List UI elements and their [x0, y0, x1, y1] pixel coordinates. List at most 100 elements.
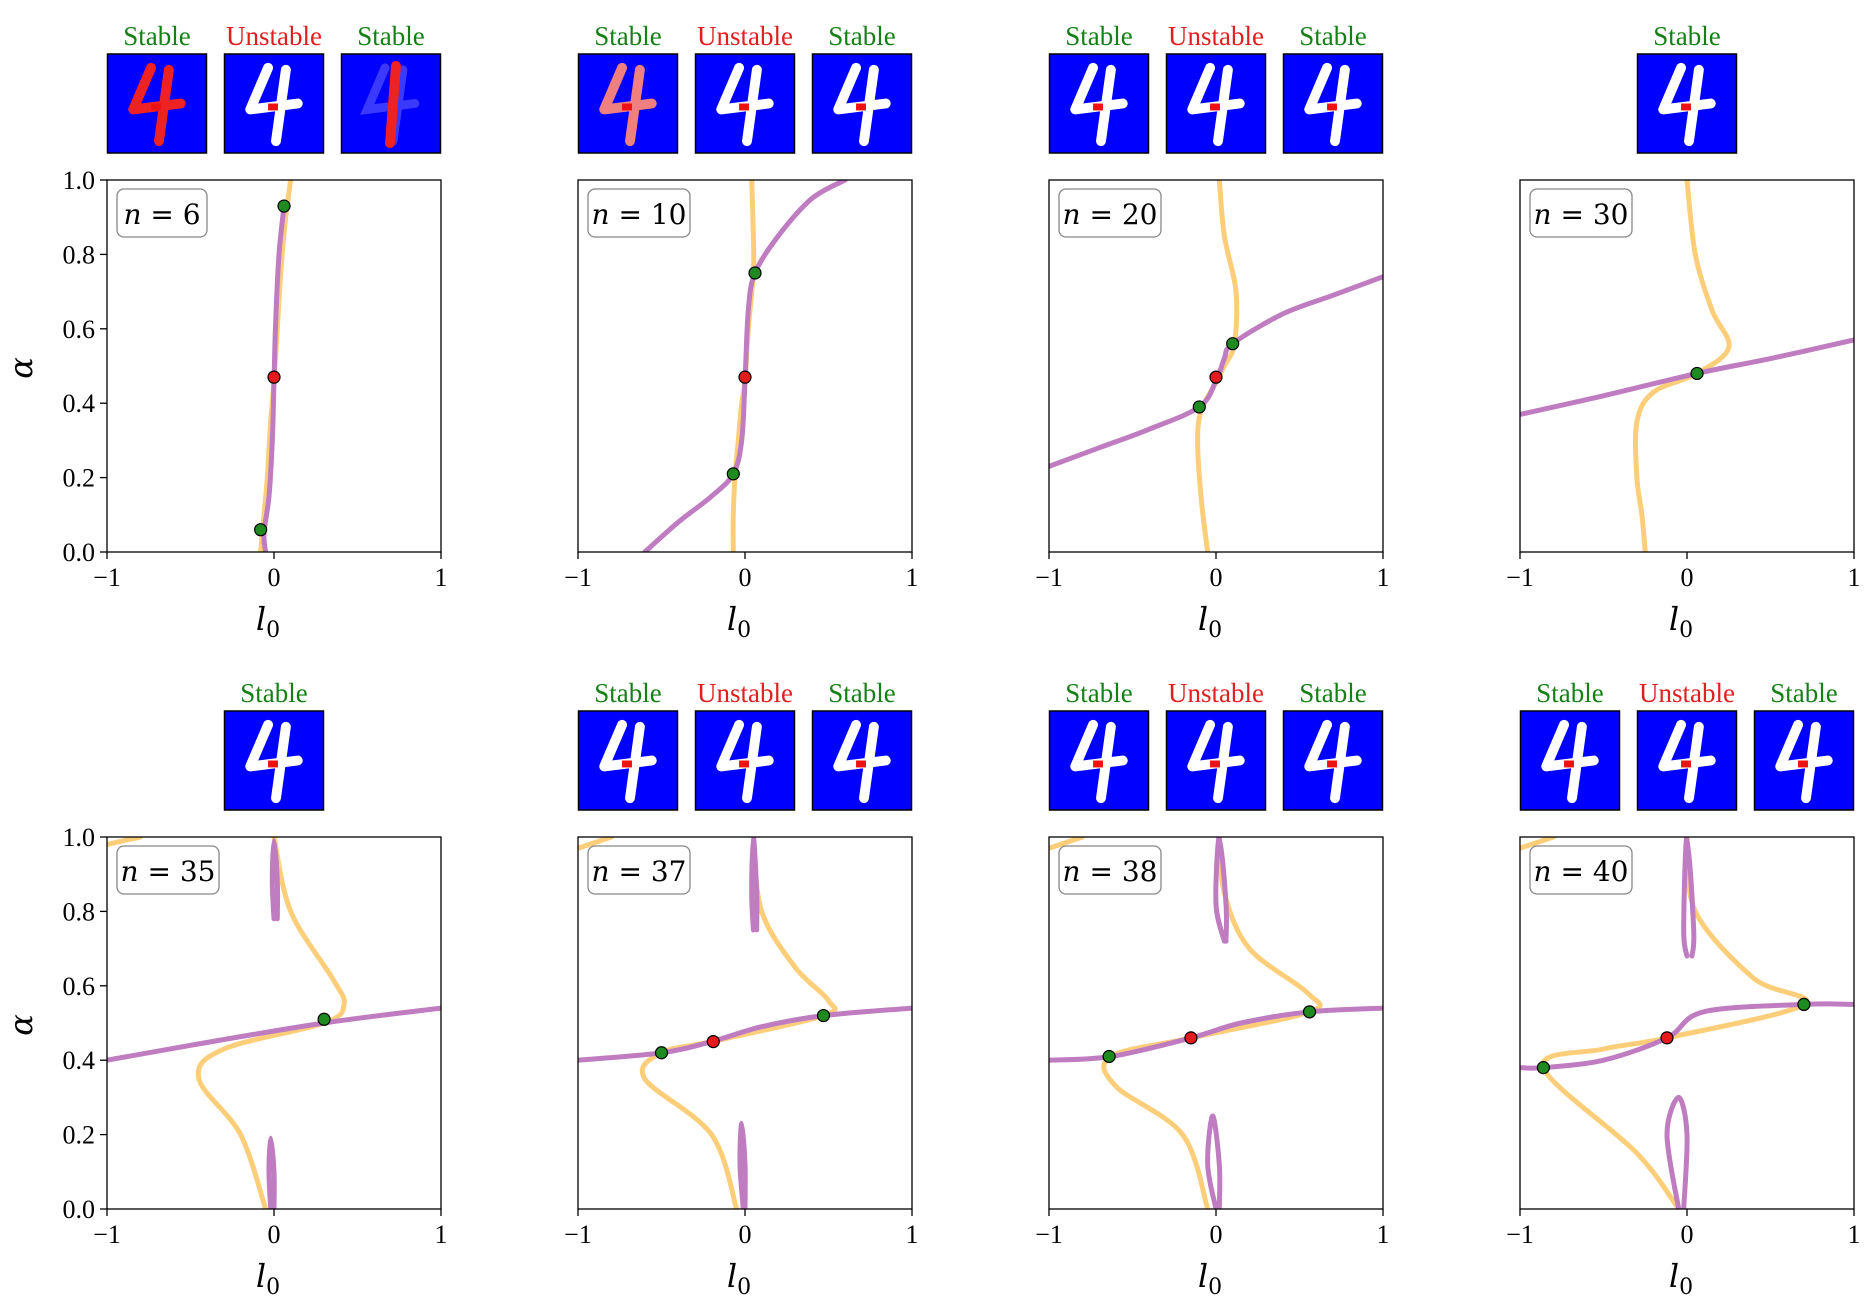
orange-curve: [639, 837, 838, 1209]
digit-thumbnail: [1636, 710, 1738, 811]
stability-label: Stable: [1536, 678, 1604, 708]
curves: [578, 837, 912, 1209]
stability-label: Unstable: [697, 21, 793, 51]
y-tick-label: 0.6: [63, 315, 96, 344]
stability-label: Stable: [1653, 21, 1721, 51]
n-label-box: [1058, 845, 1162, 895]
stability-label: Stable: [594, 678, 662, 708]
digit-thumbnail: [577, 710, 679, 811]
x-tick-label: −1: [1035, 1220, 1063, 1249]
digit-thumbnail: [1048, 53, 1150, 154]
y-axis-label: α: [2, 357, 40, 379]
x-tick-label: −1: [1506, 563, 1534, 592]
x-tick-label: 1: [1377, 563, 1390, 592]
panel-n-38: −1 0 1 l0 n = 38 Stable Unstable Stable: [1035, 678, 1389, 1300]
panel-n-40: −1 0 1 l0 n = 40 Stable Unstable Stable: [1506, 678, 1860, 1300]
digit-thumbnail: [1048, 710, 1150, 811]
x-tick-label: −1: [1035, 563, 1063, 592]
x-tick-label: 0: [1210, 1220, 1223, 1249]
x-tick-label: −1: [93, 1220, 121, 1249]
y-tick-label: 1.0: [63, 823, 96, 852]
stability-label: Stable: [1065, 21, 1133, 51]
x-tick-label: −1: [564, 1220, 592, 1249]
x-tick-label: 0: [739, 563, 752, 592]
stable-fixed-point: [1690, 366, 1704, 381]
x-tick-label: 1: [906, 563, 919, 592]
stable-fixed-point: [1226, 337, 1240, 351]
purple-curve: [578, 1005, 912, 1063]
x-axis-label: l0: [256, 1257, 280, 1300]
x-axis-label: l0: [256, 600, 280, 643]
orange-curve: [1101, 837, 1323, 1209]
orange-curve: [1195, 180, 1240, 552]
orange-curve: [1632, 180, 1732, 552]
stable-fixed-point: [1797, 997, 1811, 1012]
purple-curve: [1049, 274, 1383, 469]
x-axis-label: l0: [1669, 600, 1693, 643]
n-label-box: [1058, 188, 1162, 238]
orange-curve-top: [107, 837, 143, 847]
purple-loop-0: [266, 1135, 277, 1209]
stability-label: Stable: [240, 678, 308, 708]
digit-thumbnail: [577, 53, 679, 154]
y-tick-label: 0.6: [63, 972, 96, 1001]
panel-n-6: −1 0 1 l0 0.0 0.2 0.4 0.6 0.8 1.0 α n = 6 Stable Unst…: [2, 21, 448, 643]
n-label: n = 40: [1534, 855, 1629, 888]
digit-thumbnail: [1519, 710, 1621, 811]
curves: [258, 180, 294, 552]
y-tick-label: 0.0: [63, 538, 96, 567]
y-tick-label: 0.2: [63, 1121, 96, 1150]
n-label: n = 37: [592, 855, 687, 888]
stability-label: Unstable: [226, 21, 322, 51]
unstable-fixed-point: [1184, 1031, 1198, 1045]
digit-thumbnail: [1282, 710, 1384, 811]
stability-label: Unstable: [697, 678, 793, 708]
purple-curve: [1520, 337, 1854, 417]
digit-thumbnail: [223, 53, 325, 154]
stability-label: Stable: [828, 21, 896, 51]
x-axis-label: l0: [1198, 600, 1222, 643]
stability-label: Stable: [1299, 678, 1367, 708]
panel-n-35: −1 0 1 l0 0.0 0.2 0.4 0.6 0.8 1.0 α n = 35 Stable: [2, 678, 448, 1300]
purple-curve: [107, 1005, 441, 1063]
unstable-fixed-point: [706, 1034, 720, 1049]
n-label: n = 38: [1063, 855, 1158, 888]
stability-label: Unstable: [1168, 21, 1264, 51]
y-axis-label: α: [2, 1014, 40, 1036]
x-tick-label: 0: [268, 563, 281, 592]
n-label: n = 6: [123, 198, 200, 231]
purple-loop-0: [1664, 1094, 1690, 1209]
digit-thumbnail: [340, 53, 442, 154]
x-tick-label: 1: [1377, 1220, 1390, 1249]
digit-thumbnail: [1282, 53, 1384, 154]
panel-n-30: −1 0 1 l0 n = 30 Stable: [1506, 21, 1860, 643]
digit-thumbnail: [106, 53, 208, 154]
x-tick-label: 0: [1681, 563, 1694, 592]
n-label-box: [587, 845, 691, 895]
stability-label: Unstable: [1639, 678, 1735, 708]
x-tick-label: 0: [739, 1220, 752, 1249]
digit-thumbnail: [1165, 710, 1267, 811]
stable-fixed-point: [1536, 1061, 1550, 1075]
x-tick-label: −1: [564, 563, 592, 592]
digit-thumbnail: [1636, 53, 1738, 154]
stability-label: Stable: [1065, 678, 1133, 708]
digit-thumbnail: [223, 710, 325, 811]
n-label: n = 30: [1534, 198, 1629, 231]
y-tick-label: 0.8: [63, 240, 96, 269]
stable-fixed-point: [1102, 1049, 1116, 1064]
y-tick-label: 0.2: [63, 464, 96, 493]
x-tick-label: 1: [906, 1220, 919, 1249]
x-tick-label: 1: [1848, 1220, 1861, 1249]
x-tick-label: 1: [435, 1220, 448, 1249]
x-axis-label: l0: [1198, 1257, 1222, 1300]
digit-thumbnail: [1165, 53, 1267, 154]
purple-loop-1: [1213, 837, 1229, 944]
stable-fixed-point: [726, 467, 740, 481]
stable-fixed-point: [748, 266, 762, 280]
stable-fixed-point: [254, 523, 268, 537]
stable-fixed-point: [317, 1012, 331, 1026]
purple-loop-1: [269, 838, 281, 922]
purple-loop-0: [1205, 1113, 1223, 1209]
